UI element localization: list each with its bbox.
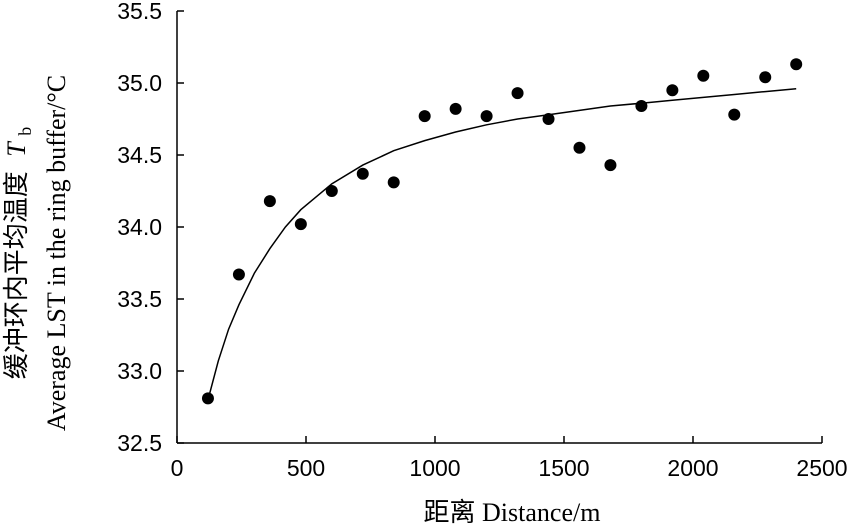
x-tick-label: 2000 <box>667 455 718 481</box>
y-tick-label: 35.5 <box>117 0 162 24</box>
data-point <box>325 185 338 197</box>
y-tick-label: 35.0 <box>117 70 162 96</box>
data-point <box>697 69 710 82</box>
data-point <box>728 108 741 121</box>
data-point <box>356 167 369 180</box>
data-point <box>511 87 524 100</box>
data-point <box>573 141 586 154</box>
data-points <box>201 58 803 405</box>
svg-text:Average LST in the ring buffer: Average LST in the ring buffer/°C <box>42 75 71 431</box>
x-axis-title: 距离 Distance/m <box>424 498 601 527</box>
y-tick-label: 32.5 <box>117 430 162 456</box>
svg-text:缓冲环内平均温度 T b: 缓冲环内平均温度 T b <box>2 127 35 379</box>
data-point <box>201 392 214 405</box>
data-point <box>449 102 462 115</box>
data-point <box>480 110 493 123</box>
fit-curve <box>207 88 797 400</box>
axes <box>176 11 822 444</box>
y-tick-label: 34.5 <box>117 142 162 168</box>
y-axis-title-subscript: b <box>15 127 35 136</box>
x-tick-label: 2500 <box>796 455 847 481</box>
y-tick-label: 33.5 <box>117 286 162 312</box>
data-point <box>418 110 431 123</box>
x-tick-label: 500 <box>287 455 325 481</box>
fit-curve-group <box>207 88 797 400</box>
data-point <box>635 100 648 113</box>
y-axis-title-en: Average LST in the ring buffer/°C <box>42 75 71 431</box>
ticks: 0 500 1000 1500 2000 2500 32.5 33.0 33.5 34.0 34.5… <box>117 0 847 481</box>
y-tick-label: 34.0 <box>117 214 162 240</box>
y-axis-title-symbol: T <box>2 141 31 157</box>
data-point <box>666 84 679 97</box>
x-tick-label: 1500 <box>538 455 589 481</box>
data-point <box>759 71 772 84</box>
y-tick-label: 33.0 <box>117 358 162 384</box>
data-point <box>387 176 400 189</box>
x-tick-label: 1000 <box>409 455 460 481</box>
data-point <box>294 218 307 231</box>
data-point <box>790 58 803 71</box>
y-axis-title-cn-text: 缓冲环内平均温度 <box>2 171 31 379</box>
data-point <box>604 159 617 172</box>
data-point <box>263 195 276 208</box>
y-axis-title-cn: 缓冲环内平均温度 T b <box>2 127 35 379</box>
data-point <box>542 113 555 125</box>
data-point <box>232 268 245 281</box>
x-tick-label: 0 <box>171 455 184 481</box>
